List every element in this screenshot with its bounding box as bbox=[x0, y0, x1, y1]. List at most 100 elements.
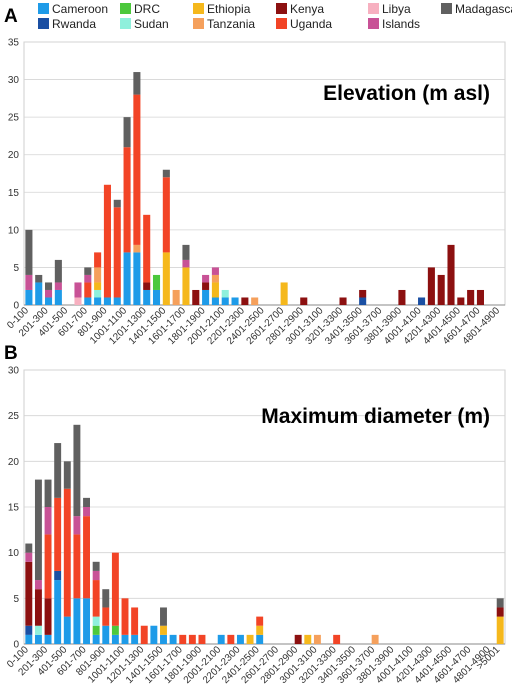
bar-segment-islands bbox=[83, 507, 90, 517]
legend-swatch bbox=[276, 18, 287, 29]
bar-segment-ethiopia bbox=[94, 282, 102, 290]
bar-segment-islands bbox=[202, 274, 210, 283]
bar-segment-madagascar bbox=[92, 561, 100, 571]
bar-segment-kenya bbox=[241, 297, 249, 305]
bar-segment-kenya bbox=[467, 289, 475, 305]
y-tick-label: 0 bbox=[13, 640, 19, 651]
bar-segment-kenya bbox=[476, 289, 484, 305]
bar-segment-uganda bbox=[73, 534, 81, 599]
bar-segment-uganda bbox=[111, 552, 119, 626]
bar-segment-uganda bbox=[54, 497, 62, 571]
bar-segment-cameroon bbox=[217, 634, 225, 644]
legend-swatch bbox=[368, 18, 379, 29]
bar-segment-drc bbox=[152, 274, 161, 290]
bar-segment-islands bbox=[74, 282, 82, 298]
bar-segment-madagascar bbox=[34, 479, 42, 581]
bar-segment-uganda bbox=[121, 598, 129, 635]
bar-segment-uganda bbox=[84, 282, 92, 298]
legend-swatch bbox=[193, 18, 204, 29]
bar-segment-uganda bbox=[103, 184, 111, 298]
bar-segment-uganda bbox=[162, 177, 170, 253]
bar-segment-madagascar bbox=[25, 229, 33, 275]
y-tick-label: 25 bbox=[8, 411, 20, 422]
legend-swatch bbox=[38, 3, 49, 14]
legend-item-libya: Libya bbox=[368, 2, 411, 16]
y-tick-label: 10 bbox=[8, 225, 20, 236]
legend-item-ethiopia: Ethiopia bbox=[193, 2, 250, 16]
bar-segment-sudan bbox=[221, 289, 229, 298]
bar-segment-kenya bbox=[398, 289, 406, 305]
bar-segment-cameroon bbox=[111, 634, 119, 644]
bar-segment-kenya bbox=[34, 589, 42, 626]
bar-segment-cameroon bbox=[160, 634, 167, 644]
bar-segment-madagascar bbox=[133, 72, 141, 95]
legend-label: Kenya bbox=[290, 2, 325, 16]
bar-segment-cameroon bbox=[34, 634, 42, 644]
bar-segment-cameroon bbox=[102, 625, 110, 644]
legend-item-kenya: Kenya bbox=[276, 2, 324, 16]
bar-segment-cameroon bbox=[202, 289, 210, 305]
bar-segment-uganda bbox=[133, 94, 141, 245]
legend-label: Cameroon bbox=[52, 2, 109, 16]
bar-segment-madagascar bbox=[73, 424, 81, 517]
bar-segment-cameroon bbox=[84, 297, 92, 305]
bar-segment-tanzania bbox=[371, 634, 379, 644]
bar-segment-uganda bbox=[143, 214, 151, 283]
bar-segment-ethiopia bbox=[182, 267, 190, 305]
bar-segment-uganda bbox=[179, 634, 187, 644]
bar-segment-cameroon bbox=[35, 282, 43, 305]
bar-segment-sudan bbox=[94, 289, 102, 298]
bar-segment-kenya bbox=[143, 282, 151, 290]
bar-segment-uganda bbox=[44, 534, 52, 599]
chart-title: Elevation (m asl) bbox=[323, 82, 490, 105]
bar-segment-madagascar bbox=[160, 607, 167, 626]
bar-segment-cameroon bbox=[94, 297, 102, 305]
bar-segment-kenya bbox=[496, 607, 504, 617]
bar-segment-cameroon bbox=[169, 634, 177, 644]
legend-label: DRC bbox=[134, 2, 160, 16]
bar-segment-madagascar bbox=[113, 199, 121, 208]
panel-letter: A bbox=[4, 6, 18, 27]
y-tick-label: 5 bbox=[13, 263, 19, 274]
bar-segment-ethiopia bbox=[280, 282, 288, 305]
bar-segment-cameroon bbox=[83, 598, 90, 644]
legend-label: Islands bbox=[382, 17, 421, 31]
legend-swatch bbox=[120, 18, 131, 29]
bar-segment-cameroon bbox=[103, 297, 111, 305]
legend-label: Rwanda bbox=[52, 17, 97, 31]
bar-segment-cameroon bbox=[221, 297, 229, 305]
bar-segment-cameroon bbox=[121, 634, 129, 644]
bar-segment-libya bbox=[74, 297, 82, 305]
bar-segment-cameroon bbox=[256, 634, 264, 644]
bar-segment-cameroon bbox=[54, 580, 62, 644]
bar-segment-madagascar bbox=[102, 589, 110, 608]
bar-segment-kenya bbox=[44, 598, 52, 635]
bar-segment-madagascar bbox=[35, 274, 43, 283]
bar-segment-uganda bbox=[123, 147, 131, 253]
bar-segment-madagascar bbox=[123, 117, 131, 148]
legend-swatch bbox=[441, 3, 452, 14]
legend-swatch bbox=[276, 3, 287, 14]
bar-segment-madagascar bbox=[54, 259, 62, 283]
bar-segment-tanzania bbox=[251, 297, 259, 305]
bar-segment-uganda bbox=[140, 625, 148, 644]
bar-segment-islands bbox=[182, 259, 190, 268]
legend-label: Libya bbox=[382, 2, 411, 16]
legend-item-drc: DRC bbox=[120, 2, 160, 16]
bar-segment-tanzania bbox=[313, 634, 321, 644]
bar-segment-cameroon bbox=[150, 625, 158, 644]
bar-segment-sudan bbox=[92, 616, 100, 626]
y-tick-label: 5 bbox=[13, 594, 19, 605]
y-tick-label: 15 bbox=[8, 188, 20, 199]
bar-segment-uganda bbox=[102, 607, 110, 626]
bar-segment-madagascar bbox=[162, 169, 170, 178]
bar-segment-uganda bbox=[188, 634, 196, 644]
bar-segment-cameroon bbox=[133, 252, 141, 305]
legend-item-madagascar: Madagascar bbox=[441, 2, 512, 16]
legend-label: Sudan bbox=[134, 17, 169, 31]
bar-segment-ethiopia bbox=[496, 616, 504, 644]
bar-segment-uganda bbox=[94, 252, 102, 268]
bar-segment-cameroon bbox=[152, 289, 161, 305]
panel-letter: B bbox=[4, 343, 18, 364]
